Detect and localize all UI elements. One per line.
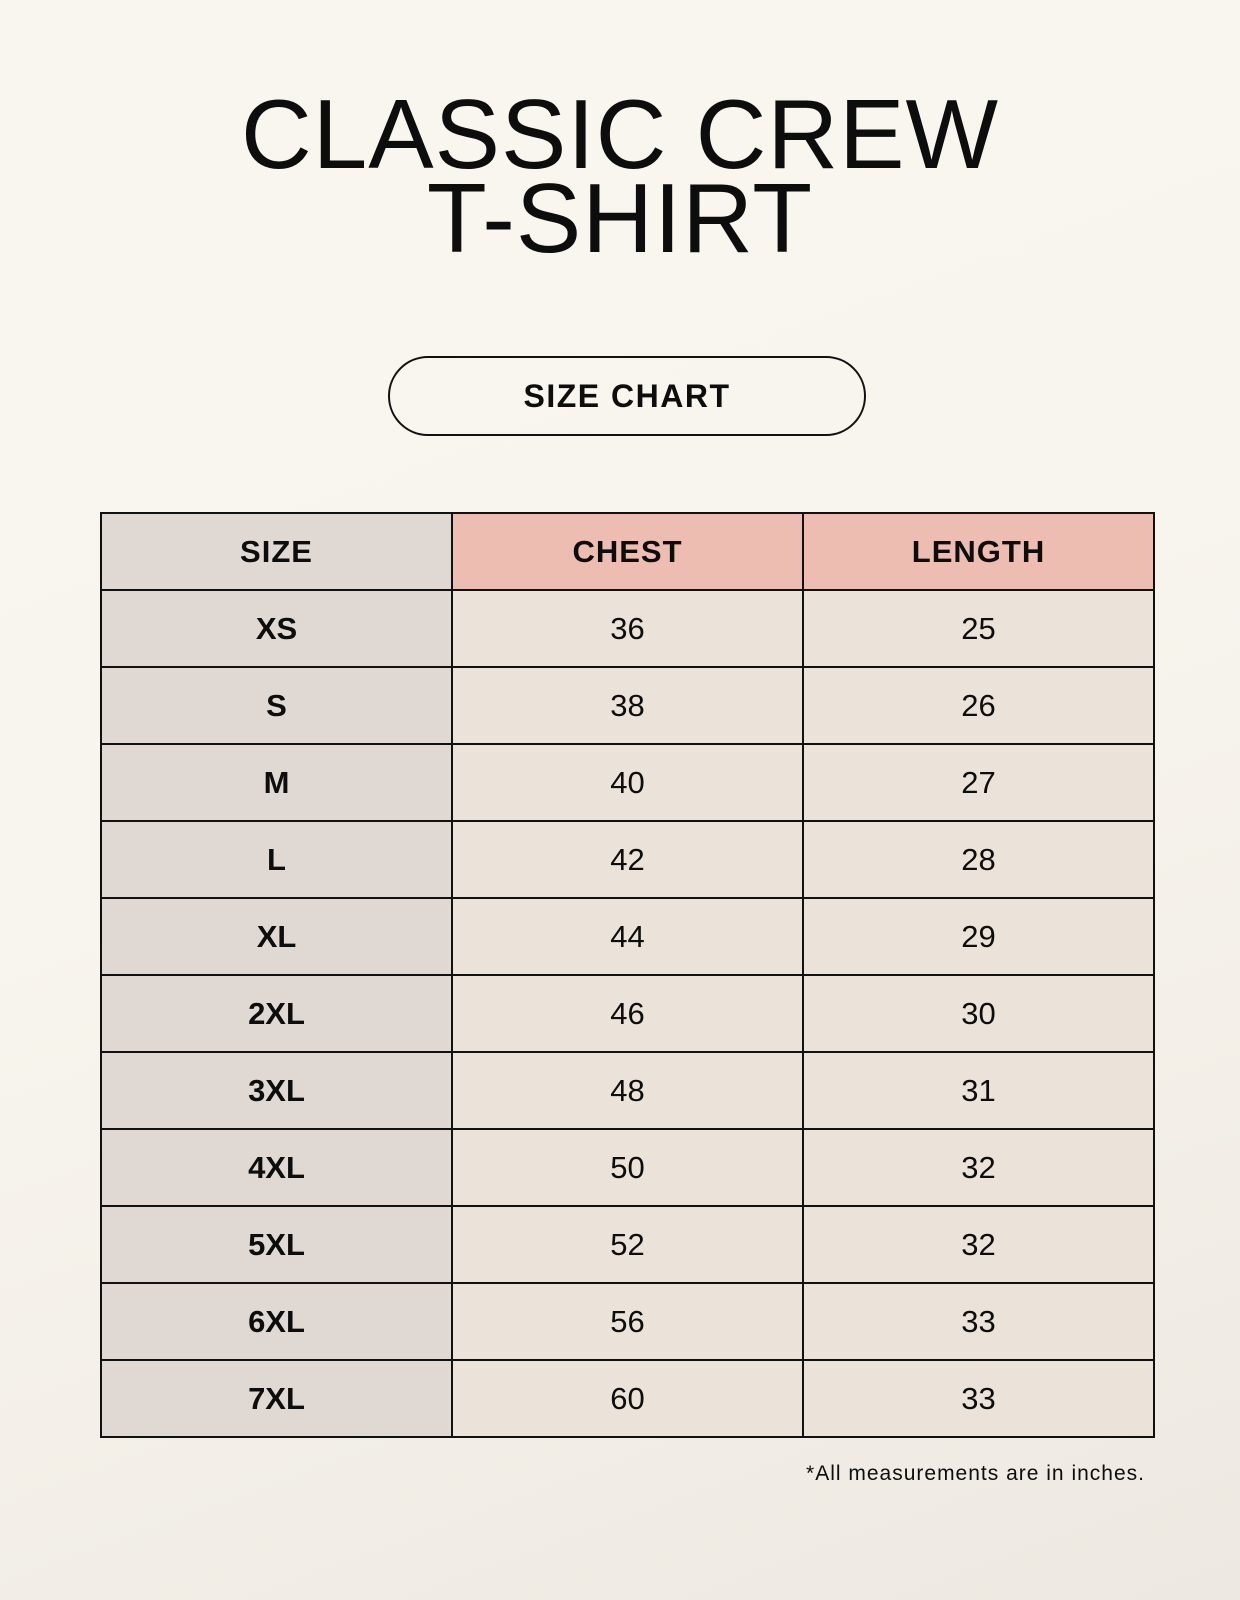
header-row: SIZE CHEST LENGTH: [100, 512, 1155, 591]
cell-size: XS: [100, 589, 453, 668]
cell-chest: 38: [451, 666, 804, 745]
table-row: XS 36 25: [100, 589, 1155, 668]
cell-size: 2XL: [100, 974, 453, 1053]
cell-size: M: [100, 743, 453, 822]
cell-length: 27: [802, 743, 1155, 822]
cell-chest: 42: [451, 820, 804, 899]
cell-size: 4XL: [100, 1128, 453, 1207]
cell-length: 32: [802, 1128, 1155, 1207]
table-row: 4XL 50 32: [100, 1128, 1155, 1207]
cell-size: 6XL: [100, 1282, 453, 1361]
cell-chest: 44: [451, 897, 804, 976]
cell-length: 31: [802, 1051, 1155, 1130]
table-row: S 38 26: [100, 666, 1155, 745]
header-chest: CHEST: [451, 512, 804, 591]
cell-chest: 60: [451, 1359, 804, 1438]
cell-size: S: [100, 666, 453, 745]
size-chart-badge: SIZE CHART: [388, 356, 866, 436]
title-line-1: CLASSIC CREW: [240, 79, 999, 189]
cell-length: 30: [802, 974, 1155, 1053]
header-size: SIZE: [100, 512, 453, 591]
cell-chest: 56: [451, 1282, 804, 1361]
table-row: 6XL 56 33: [100, 1282, 1155, 1361]
page-title: CLASSIC CREW T-SHIRT: [0, 79, 1240, 273]
cell-length: 28: [802, 820, 1155, 899]
cell-size: 5XL: [100, 1205, 453, 1284]
cell-length: 32: [802, 1205, 1155, 1284]
cell-chest: 52: [451, 1205, 804, 1284]
cell-chest: 36: [451, 589, 804, 668]
cell-size: 3XL: [100, 1051, 453, 1130]
footnote: *All measurements are in inches.: [806, 1462, 1145, 1485]
header-length: LENGTH: [802, 512, 1155, 591]
cell-chest: 50: [451, 1128, 804, 1207]
table-row: 3XL 48 31: [100, 1051, 1155, 1130]
cell-length: 33: [802, 1359, 1155, 1438]
title-line-2: T-SHIRT: [426, 163, 814, 273]
cell-chest: 40: [451, 743, 804, 822]
table-row: 7XL 60 33: [100, 1359, 1155, 1438]
cell-length: 26: [802, 666, 1155, 745]
table-row: M 40 27: [100, 743, 1155, 822]
cell-length: 29: [802, 897, 1155, 976]
table-row: L 42 28: [100, 820, 1155, 899]
cell-size: XL: [100, 897, 453, 976]
table-row: 5XL 52 32: [100, 1205, 1155, 1284]
cell-length: 33: [802, 1282, 1155, 1361]
cell-length: 25: [802, 589, 1155, 668]
cell-size: L: [100, 820, 453, 899]
size-table: SIZE CHEST LENGTH XS 36 25 S 38 26 M 40 27 L 42 28 X…: [100, 512, 1155, 1438]
cell-chest: 46: [451, 974, 804, 1053]
table-row: XL 44 29: [100, 897, 1155, 976]
cell-chest: 48: [451, 1051, 804, 1130]
table-row: 2XL 46 30: [100, 974, 1155, 1053]
cell-size: 7XL: [100, 1359, 453, 1438]
